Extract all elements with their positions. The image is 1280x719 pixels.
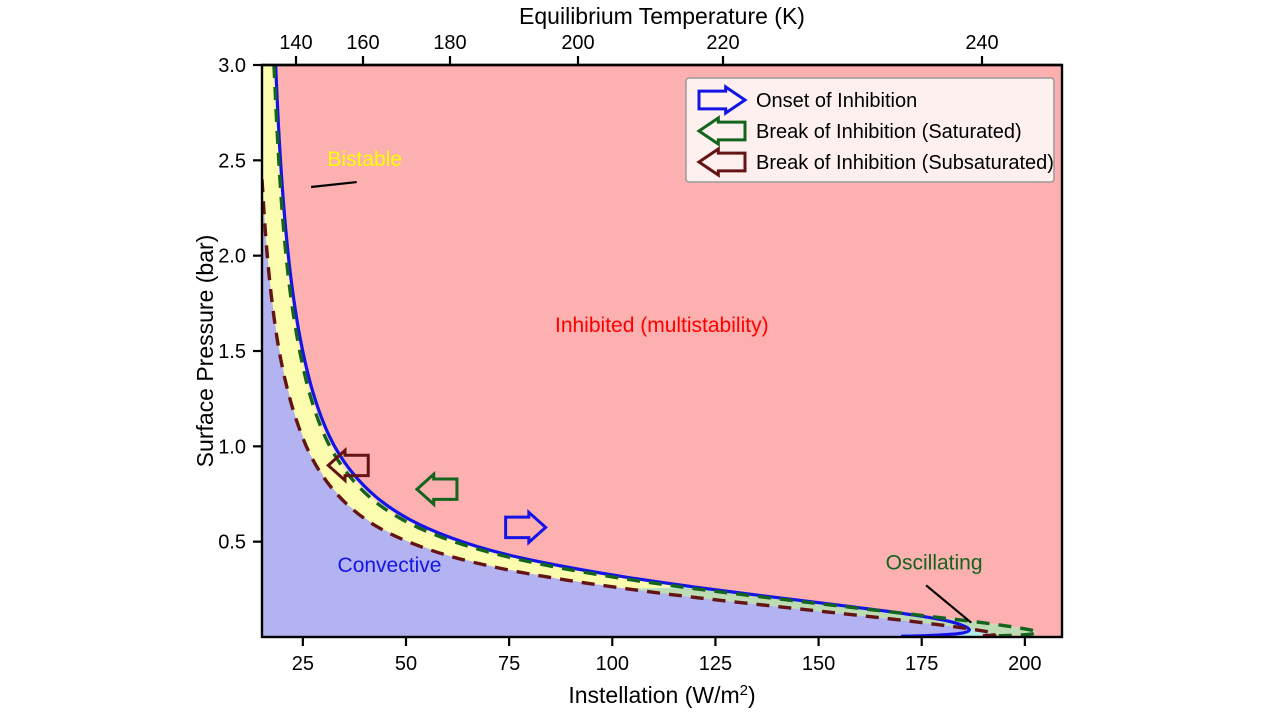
legend-item-2[interactable]: Break of Inhibition (Subsaturated) xyxy=(696,146,1054,178)
label-convective: Convective xyxy=(338,554,442,577)
xtick-top-label: 220 xyxy=(706,32,739,54)
bottom-axis-title-close: ) xyxy=(748,682,756,708)
bottom-axis-title-main: Instellation (W/m xyxy=(568,682,739,708)
axis-tick-labels: 25 50 75 100 125 150 175 200 0.5 1.0 1.5 2.0 2.5 3.0 1… xyxy=(218,32,1041,675)
legend-item-0[interactable]: Onset of Inhibition xyxy=(697,84,917,116)
legend-box xyxy=(685,77,1055,183)
curve-onset-of-inhibition xyxy=(274,65,971,637)
plot-arrow-left xyxy=(325,447,370,484)
xtick-top-label: 180 xyxy=(433,32,466,54)
ytick-label: 3.0 xyxy=(218,55,246,77)
legend-item-label: Break of Inhibition (Subsaturated) xyxy=(756,152,1054,174)
xtick-label: 25 xyxy=(292,653,314,675)
region-convective xyxy=(262,179,996,637)
legend-arrow-icon xyxy=(696,146,747,178)
xtick-top-label: 200 xyxy=(561,32,594,54)
leader-lines xyxy=(310,180,972,624)
plot-arrow-right xyxy=(504,509,548,546)
legend-item-1[interactable]: Break of Inhibition (Saturated) xyxy=(696,115,1022,147)
xtick-label: 75 xyxy=(498,653,520,675)
xtick-top-label: 160 xyxy=(346,32,379,54)
legend-item-label: Break of Inhibition (Saturated) xyxy=(756,121,1022,143)
curve-lines xyxy=(262,65,1040,637)
curve-break-saturated xyxy=(272,65,1040,637)
region-text-labels: Bistable Inhibited (multistability) Convec… xyxy=(327,148,982,577)
ytick-label: 2.5 xyxy=(218,150,246,172)
axis-titles: Equilibrium Temperature (K) Surface Pres… xyxy=(192,3,805,708)
region-oscillating-green xyxy=(626,588,1038,637)
bottom-axis-title: Instellation (W/m2) xyxy=(568,682,755,708)
label-inhibited: Inhibited (multistability) xyxy=(555,314,769,337)
xtick-top-label: 140 xyxy=(279,32,312,54)
legend-arrow-icon xyxy=(697,84,748,116)
ytick-label: 0.5 xyxy=(218,532,246,554)
axes-frame xyxy=(253,56,1064,646)
label-oscillating: Oscillating xyxy=(886,551,983,574)
xtick-label: 150 xyxy=(802,653,835,675)
plot-arrow-left xyxy=(414,470,459,508)
label-bistable: Bistable xyxy=(327,148,402,171)
xtick-label: 50 xyxy=(395,653,417,675)
xtick-label: 100 xyxy=(596,653,629,675)
ytick-label: 1.0 xyxy=(218,436,246,458)
left-axis-title: Surface Pressure (bar) xyxy=(192,235,218,468)
ytick-label: 2.0 xyxy=(218,246,246,268)
legend-arrow-icon xyxy=(696,115,747,147)
leader-line xyxy=(310,180,357,189)
curve-break-subsaturated xyxy=(262,179,998,637)
xtick-label: 175 xyxy=(905,653,938,675)
legend-item-label: Onset of Inhibition xyxy=(756,90,917,112)
xtick-label: 200 xyxy=(1008,653,1041,675)
leader-line xyxy=(925,584,972,624)
ytick-label: 1.5 xyxy=(218,341,246,363)
xtick-label: 125 xyxy=(699,653,732,675)
xtick-top-label: 240 xyxy=(965,32,998,54)
bottom-axis-title-exponent: 2 xyxy=(740,682,748,699)
plot-annotation-arrows xyxy=(325,447,548,546)
top-axis-title: Equilibrium Temperature (K) xyxy=(519,3,805,29)
legend[interactable]: Onset of Inhibition Break of Inhibition (… xyxy=(685,77,1055,183)
